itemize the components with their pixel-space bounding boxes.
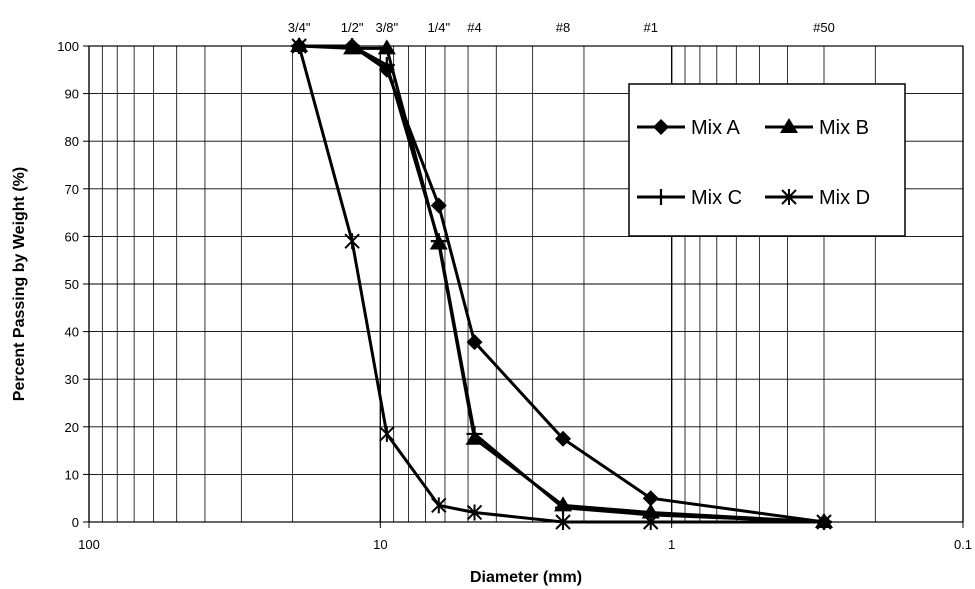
data-point-mix-d — [816, 514, 832, 530]
data-point-mix-d — [466, 504, 483, 521]
legend-item-mix-c: Mix C — [637, 187, 742, 209]
y-tick-label: 60 — [65, 229, 79, 244]
sieve-label: 3/4" — [288, 20, 311, 35]
y-tick-label: 50 — [65, 277, 79, 292]
x-tick-label: 0.1 — [954, 537, 972, 552]
data-point-mix-c — [378, 57, 395, 74]
x-tick-label: 100 — [78, 537, 100, 552]
legend-marker-mix-b — [780, 118, 798, 133]
sieve-label: #50 — [813, 20, 835, 35]
legend-marker-mix-a — [653, 119, 669, 135]
legend-item-mix-d: Mix D — [765, 187, 870, 209]
x-tick-label: 10 — [373, 537, 387, 552]
sieve-label: 3/8" — [375, 20, 398, 35]
data-point-mix-d — [431, 497, 447, 514]
legend-label: Mix C — [691, 187, 742, 209]
data-point-mix-c — [344, 38, 361, 54]
series-group — [290, 37, 833, 530]
y-tick-label: 30 — [65, 372, 79, 387]
data-point-mix-d — [555, 514, 571, 530]
y-tick-label: 10 — [65, 467, 79, 482]
x-axis-ticks: 100 10 1 0.1 — [78, 522, 972, 552]
data-point-mix-d — [379, 425, 395, 442]
legend-label: Mix B — [819, 117, 869, 139]
data-point-mix-a — [642, 490, 659, 507]
y-axis-title: Percent Passing by Weight (%) — [11, 167, 28, 401]
data-point-mix-c — [555, 499, 572, 516]
legend-label: Mix D — [819, 187, 870, 209]
y-tick-label: 0 — [72, 515, 79, 530]
sieve-size-labels: 3/4" 1/2" 3/8" 1/4" #4 #8 #1 #50 — [288, 20, 835, 35]
data-point-mix-c — [430, 233, 447, 250]
legend-marker-mix-d — [781, 189, 797, 205]
series-mix-d — [291, 38, 832, 530]
data-point-mix-d — [291, 38, 307, 54]
x-axis-title: Diameter (mm) — [470, 569, 582, 586]
legend-item-mix-b: Mix B — [765, 117, 869, 139]
data-point-mix-b — [377, 39, 396, 55]
sieve-label: 1/4" — [427, 20, 450, 35]
y-tick-label: 90 — [65, 87, 79, 102]
legend-label: Mix A — [691, 117, 741, 139]
y-tick-label: 20 — [65, 420, 79, 435]
sieve-label: 1/2" — [341, 20, 364, 35]
data-point-mix-c — [466, 425, 483, 442]
series-line-mix-c — [299, 44, 825, 524]
data-point-mix-a — [430, 197, 447, 214]
legend-marker-mix-c — [653, 189, 669, 205]
legend-box — [628, 83, 906, 237]
y-tick-label: 80 — [65, 134, 79, 149]
legend: Mix A Mix B Mix C Mix D — [628, 83, 906, 237]
data-point-mix-a — [466, 334, 483, 351]
sieve-label: #1 — [643, 20, 657, 35]
legend-items: Mix A Mix B Mix C Mix D — [637, 117, 870, 209]
x-tick-label: 1 — [668, 537, 675, 552]
y-tick-label: 70 — [65, 182, 79, 197]
sieve-label: #4 — [467, 20, 481, 35]
data-point-mix-d — [344, 233, 360, 250]
data-point-mix-a — [555, 430, 572, 447]
legend-item-mix-a: Mix A — [637, 117, 741, 139]
sieve-label: #8 — [556, 20, 570, 35]
data-point-mix-d — [643, 514, 659, 530]
y-axis-ticks: 0 10 20 30 40 50 60 70 80 90 100 — [57, 39, 89, 530]
y-tick-label: 40 — [65, 325, 79, 340]
y-tick-label: 100 — [57, 39, 79, 54]
series-line-mix-d — [297, 45, 824, 524]
